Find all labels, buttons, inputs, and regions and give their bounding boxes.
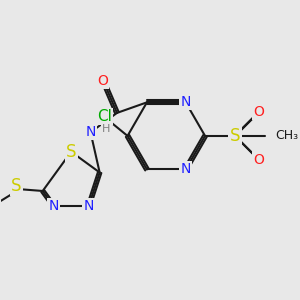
- Text: N: N: [48, 199, 59, 213]
- Text: O: O: [253, 105, 264, 119]
- Text: N: N: [181, 163, 191, 176]
- Text: Cl: Cl: [97, 109, 112, 124]
- Text: S: S: [230, 127, 240, 145]
- Text: N: N: [84, 199, 94, 213]
- Text: H: H: [102, 124, 111, 134]
- Text: O: O: [98, 74, 108, 88]
- Text: S: S: [11, 177, 22, 195]
- Text: O: O: [253, 152, 264, 167]
- Text: N: N: [181, 95, 191, 109]
- Text: N: N: [85, 125, 96, 139]
- Text: S: S: [66, 143, 76, 161]
- Text: CH₃: CH₃: [275, 129, 298, 142]
